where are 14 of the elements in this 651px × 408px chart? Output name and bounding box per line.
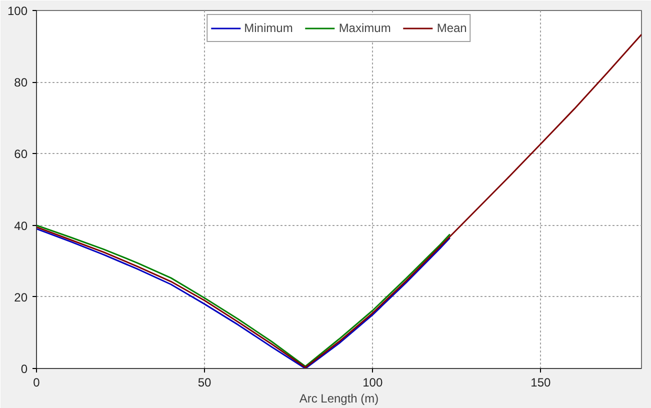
x-axis-title: Arc Length (m) [299,392,379,406]
y-tick-label: 40 [14,218,28,233]
y-tick-label: 20 [14,290,28,304]
legend-label: Mean [436,21,467,35]
x-tick-label: 50 [198,376,212,390]
legend-label: Maximum [338,21,391,35]
y-tick-label: 0 [20,362,28,376]
y-tick-label: 60 [14,147,28,162]
y-tick-label: 80 [14,76,28,90]
x-tick-label: 100 [362,376,383,390]
x-tick-label: 0 [33,376,40,390]
legend-label: Minimum [244,21,293,35]
x-tick-label: 150 [530,376,552,390]
y-tick-label: 100 [7,4,28,18]
